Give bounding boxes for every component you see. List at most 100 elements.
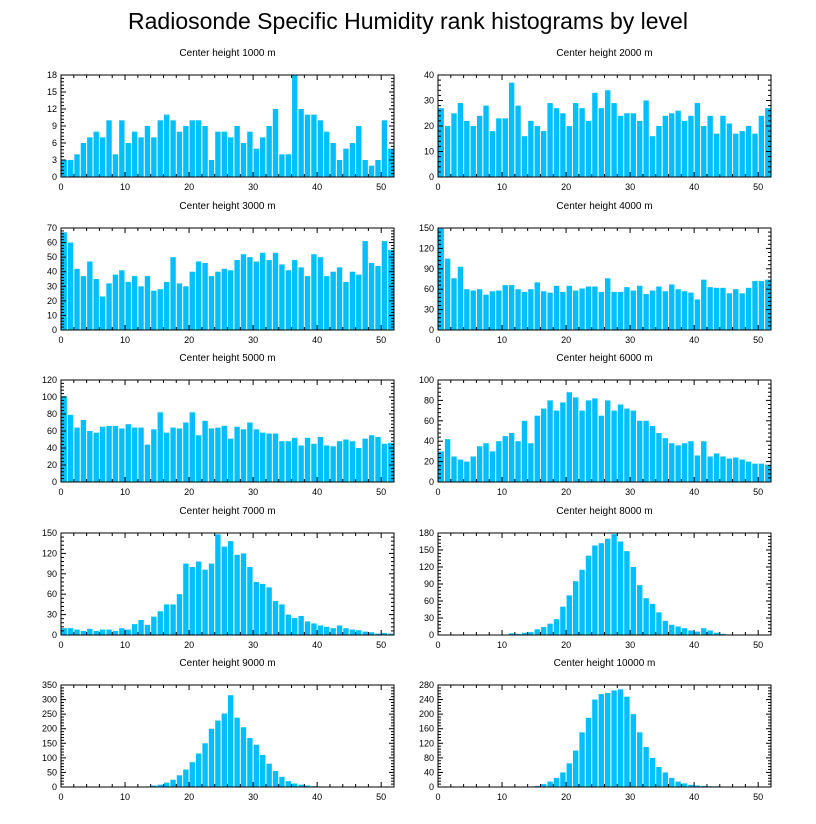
- histogram-bar: [483, 294, 489, 330]
- histogram-bar: [675, 445, 681, 482]
- histogram-bar: [643, 746, 649, 787]
- histogram-bar: [733, 133, 739, 177]
- histogram-bar: [521, 136, 528, 177]
- histogram-bar: [547, 781, 553, 787]
- histogram-bar: [489, 291, 496, 330]
- histogram-bar: [272, 770, 279, 787]
- histogram-bar: [311, 443, 317, 482]
- histogram-bar: [67, 414, 74, 482]
- histogram-bar: [765, 464, 771, 482]
- histogram-bar: [451, 278, 457, 330]
- histogram-bar: [720, 456, 726, 482]
- histogram-panel: Center height 3000 m 0 10 20 30 40 50 0 10 20 30 40…: [47, 201, 395, 345]
- histogram-bar: [151, 616, 157, 635]
- y-tick-label: 180: [419, 528, 434, 538]
- histogram-bar: [528, 443, 534, 482]
- y-tick-label: 200: [419, 709, 434, 719]
- histogram-panel: Center height 9000 m 0 10 20 30 40 50 0 50 100 150…: [42, 658, 395, 802]
- x-tick-label: 30: [625, 487, 635, 497]
- histogram-bar: [662, 772, 669, 787]
- histogram-bar: [547, 623, 553, 635]
- histogram-bar: [669, 777, 675, 787]
- histogram-bar: [713, 453, 720, 482]
- histogram-bar: [681, 783, 688, 787]
- y-tick-label: 0: [52, 172, 57, 182]
- histogram-bar: [553, 777, 560, 787]
- histogram-bar: [624, 551, 630, 635]
- histogram-bar: [260, 252, 266, 330]
- histogram-bar: [643, 100, 649, 177]
- y-tick-label: 0: [52, 782, 57, 792]
- histogram-bar: [74, 427, 80, 482]
- histogram-bar: [324, 445, 330, 482]
- x-tick-label: 20: [561, 792, 571, 802]
- panel-title: Center height 10000 m: [554, 658, 656, 669]
- histogram-bar: [80, 276, 87, 330]
- histogram-bar: [464, 120, 470, 177]
- histogram-bar: [464, 461, 470, 482]
- x-tick-label: 30: [625, 335, 635, 345]
- histogram-bar: [99, 296, 106, 330]
- histogram-bar: [579, 108, 585, 177]
- histogram-bar: [572, 103, 579, 177]
- y-tick-label: 20: [424, 457, 434, 467]
- x-tick-label: 50: [753, 182, 763, 192]
- histogram-bar: [560, 402, 566, 482]
- histogram-bar: [228, 270, 234, 330]
- histogram-bar: [157, 611, 163, 635]
- y-tick-label: 30: [47, 281, 57, 291]
- histogram-bar: [566, 595, 572, 635]
- histogram-bar: [67, 160, 74, 177]
- x-tick-label: 30: [625, 640, 635, 650]
- histogram-bar: [151, 137, 157, 177]
- histogram-bar: [189, 120, 195, 177]
- histogram-bar: [713, 133, 720, 177]
- y-tick-label: 60: [424, 596, 434, 606]
- histogram-bar: [170, 257, 176, 330]
- histogram-bar: [311, 114, 317, 177]
- histogram-bar: [362, 241, 368, 330]
- y-tick-label: 160: [419, 724, 434, 734]
- histogram-bar: [521, 632, 528, 635]
- histogram-bar: [611, 534, 617, 635]
- histogram-bar: [170, 427, 176, 482]
- histogram-bar: [106, 425, 112, 482]
- histogram-bar: [707, 456, 713, 482]
- histogram-bar: [240, 429, 247, 482]
- histogram-bar: [234, 260, 240, 330]
- y-tick-label: 120: [419, 738, 434, 748]
- histogram-bar: [726, 293, 733, 330]
- histogram-bar: [112, 154, 119, 177]
- histogram-bar: [669, 284, 675, 330]
- histogram-bar: [624, 696, 630, 787]
- histogram-bar: [349, 629, 356, 635]
- histogram-bar: [106, 629, 112, 635]
- histogram-bar: [80, 630, 87, 635]
- y-tick-label: 350: [42, 680, 57, 690]
- histogram-bar: [675, 781, 681, 787]
- histogram-bar: [656, 126, 662, 177]
- histogram-bar: [624, 287, 630, 330]
- histogram-bar: [617, 541, 624, 635]
- histogram-bar: [656, 766, 662, 787]
- histogram-bar: [163, 604, 170, 635]
- histogram-bar: [144, 276, 151, 330]
- histogram-bar: [279, 604, 285, 635]
- histogram-bar: [720, 115, 726, 177]
- histogram-bar: [349, 271, 356, 330]
- histogram-bar: [688, 115, 694, 177]
- histogram-bar: [176, 594, 183, 635]
- y-tick-label: 70: [47, 223, 57, 233]
- x-tick-label: 50: [376, 487, 386, 497]
- histogram-bar: [438, 108, 444, 177]
- histogram-bar: [292, 783, 298, 787]
- histogram-bar: [253, 581, 260, 635]
- histogram-bar: [131, 131, 138, 177]
- x-tick-label: 0: [58, 640, 63, 650]
- x-tick-label: 40: [312, 182, 322, 192]
- histogram-bar: [496, 441, 502, 482]
- x-tick-label: 40: [312, 792, 322, 802]
- histogram-bar: [444, 258, 451, 330]
- x-tick-label: 30: [625, 182, 635, 192]
